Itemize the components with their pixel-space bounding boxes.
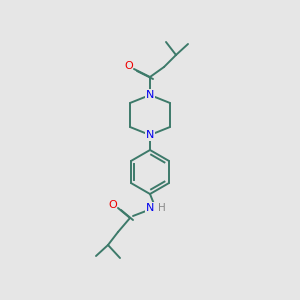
Text: N: N — [146, 90, 154, 100]
Text: O: O — [109, 200, 117, 210]
Text: N: N — [146, 203, 154, 213]
Text: O: O — [124, 61, 134, 71]
Text: N: N — [146, 130, 154, 140]
Text: H: H — [158, 203, 166, 213]
